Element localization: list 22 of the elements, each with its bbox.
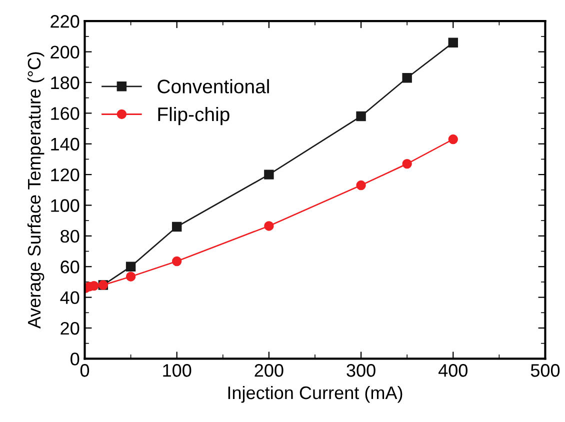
- legend-label: Conventional: [158, 79, 269, 94]
- y-tick-label: 180: [51, 76, 80, 90]
- y-tick-label: 200: [50, 46, 80, 59]
- y-tick-label: 220: [50, 15, 80, 28]
- y-tick-label: 80: [60, 230, 80, 243]
- legend-label: Flip-chip: [158, 106, 230, 126]
- y-tick-label: 0: [70, 352, 80, 366]
- x-tick-label: 100: [163, 364, 192, 377]
- y-tick-label: 60: [60, 260, 80, 274]
- y-tick-label: 100: [51, 199, 80, 212]
- y-tick-label: 120: [51, 168, 80, 182]
- x-tick-label: 400: [438, 364, 468, 377]
- x-tick-label: 200: [254, 364, 284, 377]
- y-tick-label: 160: [51, 107, 80, 120]
- y-tick-label: 140: [51, 138, 80, 151]
- x-tick-label: 0: [80, 364, 90, 377]
- y-tick-label: 40: [60, 291, 80, 304]
- x-tick-label: 300: [346, 364, 376, 377]
- y-axis-title: Average Surface Temperature (°C): [27, 52, 44, 329]
- x-tick-label: 500: [530, 364, 560, 377]
- y-tick-label: 20: [60, 322, 80, 335]
- x-axis-title: Injection Current (mA): [228, 386, 402, 403]
